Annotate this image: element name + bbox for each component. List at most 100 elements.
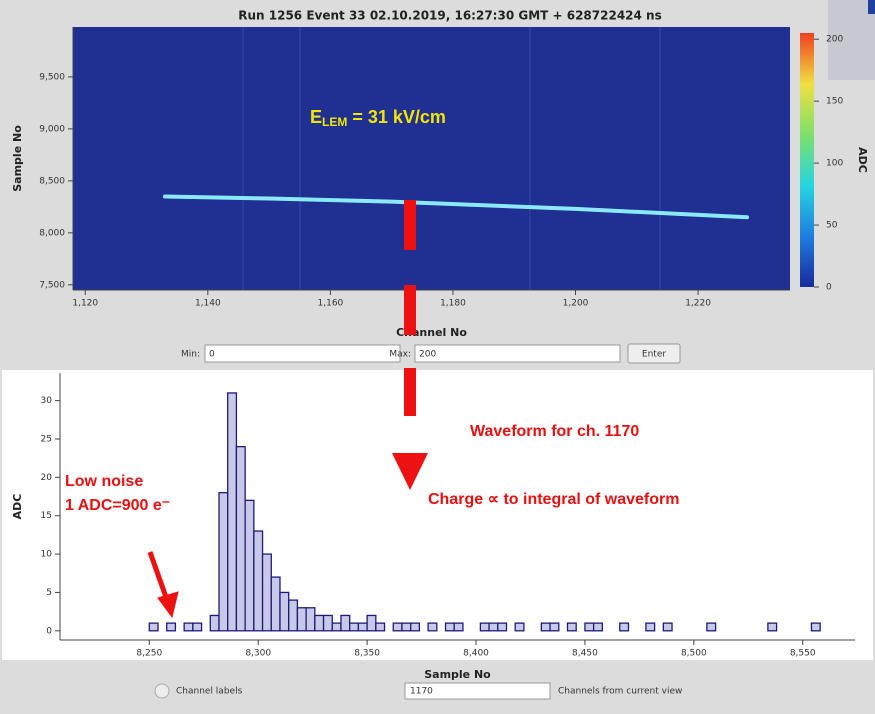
bin <box>454 623 463 631</box>
x-tick-label: 8,500 <box>681 649 707 659</box>
channels-view: Channels from current view <box>558 687 682 697</box>
y-tick-label: 8,500 <box>39 176 65 186</box>
x-tick-label: 1,160 <box>318 299 344 309</box>
bin <box>707 623 716 631</box>
bin <box>315 615 324 630</box>
bin <box>280 592 289 630</box>
x-tick-label: 8,350 <box>354 649 380 659</box>
bin <box>210 615 219 630</box>
bin <box>411 623 420 631</box>
x-tick-label: 8,250 <box>136 649 162 659</box>
bin <box>245 500 254 630</box>
event-display: Run 1256 Event 33 02.10.2019, 16:27:30 G… <box>0 0 875 714</box>
heatmap-area <box>73 27 790 290</box>
channel-value: 1170 <box>410 687 433 697</box>
bin <box>184 623 193 631</box>
colorbar-tick-label: 50 <box>826 221 838 231</box>
colorbar-tick-label: 150 <box>826 97 843 107</box>
max-value: 200 <box>419 350 436 360</box>
x-tick-label: 1,220 <box>685 299 711 309</box>
colorbar-tick-label: 100 <box>826 159 843 169</box>
bin <box>498 623 507 631</box>
field-main: E <box>310 107 322 127</box>
bin <box>567 623 576 631</box>
bin <box>768 623 777 631</box>
colorbar-tick-label: 200 <box>826 35 843 45</box>
bin <box>594 623 603 631</box>
x-tick-label: 1,200 <box>563 299 589 309</box>
bin <box>480 623 489 631</box>
radio[interactable] <box>155 684 169 698</box>
charge-note: Charge ∝ to integral of waveform <box>428 491 679 508</box>
bin <box>297 608 306 631</box>
min-label: Min: <box>181 350 200 360</box>
y-axis-label: Sample No <box>11 125 24 192</box>
max-label: Max: <box>389 350 411 360</box>
field-rest: = 31 kV/cm <box>347 107 446 127</box>
x-tick-label: 1,180 <box>440 299 466 309</box>
bin <box>585 623 594 631</box>
bin <box>811 623 820 631</box>
bin <box>263 554 272 631</box>
bin <box>350 623 359 631</box>
y-axis-label: ADC <box>11 494 24 520</box>
max-input[interactable] <box>415 345 620 362</box>
bin <box>324 615 333 630</box>
x-tick-label: 8,300 <box>245 649 271 659</box>
min-input[interactable] <box>205 345 400 362</box>
noise-note: Low noise <box>65 473 143 490</box>
bin <box>428 623 437 631</box>
min-value: 0 <box>209 350 215 360</box>
bin <box>646 623 655 631</box>
y-tick-label: 5 <box>46 588 52 598</box>
bin <box>550 623 559 631</box>
bin <box>515 623 524 631</box>
waveform-note: Waveform for ch. 1170 <box>470 423 639 440</box>
y-tick-label: 0 <box>46 626 52 636</box>
y-tick-label: 8,000 <box>39 228 65 238</box>
colorbar-tick-label: 0 <box>826 283 832 293</box>
y-tick-label: 9,000 <box>39 124 65 134</box>
bin <box>228 393 237 631</box>
bin <box>367 615 376 630</box>
noise-note: 1 ADC=900 e⁻ <box>65 497 170 514</box>
bin <box>376 623 385 631</box>
bin <box>358 623 367 631</box>
y-tick-label: 25 <box>41 434 52 444</box>
colorbar-label: ADC <box>856 147 869 173</box>
y-tick-label: 20 <box>41 473 53 483</box>
x-tick-label: 1,140 <box>195 299 221 309</box>
bin <box>193 623 202 631</box>
colorbar <box>800 33 814 287</box>
bin <box>236 447 245 631</box>
bin <box>620 623 629 631</box>
x-tick-label: 1,120 <box>72 299 98 309</box>
bin <box>167 623 176 631</box>
x-axis-label: Sample No <box>424 668 491 681</box>
y-tick-label: 7,500 <box>39 280 65 290</box>
chart-title: Run 1256 Event 33 02.10.2019, 16:27:30 G… <box>238 9 662 23</box>
bin <box>254 531 263 631</box>
x-tick-label: 8,450 <box>572 649 598 659</box>
field-sub: LEM <box>322 115 347 129</box>
bin <box>402 623 411 631</box>
waveform-panel <box>2 370 873 660</box>
bin <box>446 623 455 631</box>
corner-tab <box>868 0 875 14</box>
x-tick-label: 8,400 <box>463 649 489 659</box>
y-tick-label: 30 <box>41 396 53 406</box>
bin <box>332 623 341 631</box>
y-tick-label: 9,500 <box>39 72 65 82</box>
bin <box>663 623 672 631</box>
channel-labels: Channel labels <box>176 687 243 697</box>
bin <box>393 623 402 631</box>
x-tick-label: 8,550 <box>790 649 816 659</box>
y-tick-label: 15 <box>41 511 52 521</box>
bin <box>306 608 315 631</box>
bin <box>489 623 498 631</box>
bin <box>541 623 550 631</box>
bin <box>149 623 158 631</box>
bin <box>219 493 228 631</box>
bin <box>271 577 280 631</box>
enter-text: Enter <box>642 350 666 360</box>
